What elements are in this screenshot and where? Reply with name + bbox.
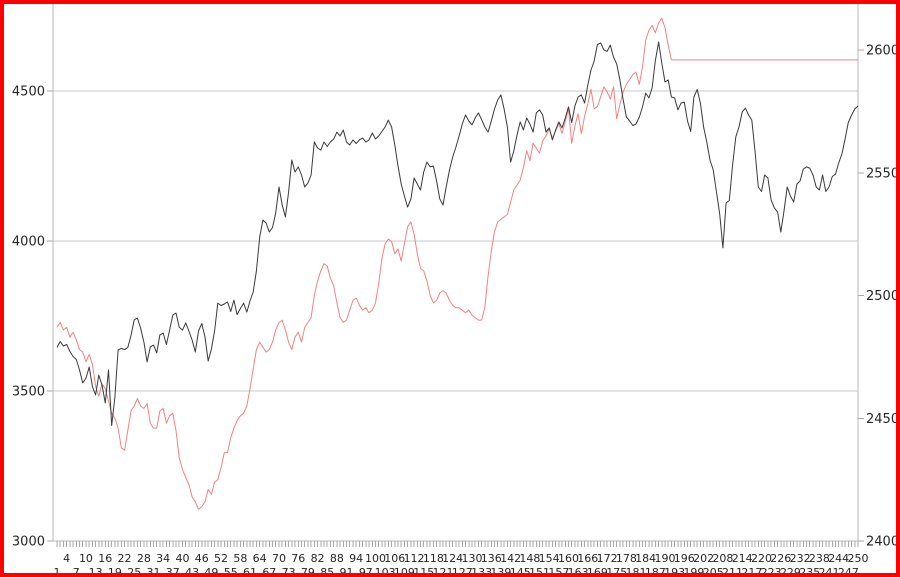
x-label-row1: 244 xyxy=(828,552,849,565)
x-label-row2: 115 xyxy=(413,566,434,573)
x-label-row1: 208 xyxy=(712,552,733,565)
x-label-row1: 106 xyxy=(384,552,405,565)
x-label-row2: 103 xyxy=(375,566,396,573)
x-label-row1: 40 xyxy=(175,552,189,565)
x-label-row2: 67 xyxy=(262,566,276,573)
x-label-row2: 43 xyxy=(185,566,199,573)
right-axis-label: 2400 xyxy=(866,535,896,550)
x-label-row2: 241 xyxy=(819,566,840,573)
x-label-row2: 19 xyxy=(108,566,122,573)
x-label-row2: 169 xyxy=(587,566,608,573)
x-label-row2: 247 xyxy=(838,566,859,573)
x-label-row2: 73 xyxy=(282,566,296,573)
x-label-row1: 250 xyxy=(848,552,869,565)
x-label-row1: 232 xyxy=(790,552,811,565)
x-label-row1: 202 xyxy=(693,552,714,565)
x-label-row1: 46 xyxy=(195,552,209,565)
x-label-row2: 7 xyxy=(73,566,80,573)
x-label-row2: 211 xyxy=(722,566,743,573)
x-label-row1: 148 xyxy=(519,552,540,565)
x-label-row1: 226 xyxy=(770,552,791,565)
x-label-row1: 130 xyxy=(461,552,482,565)
x-label-row1: 178 xyxy=(616,552,637,565)
x-label-row1: 238 xyxy=(809,552,830,565)
x-label-row1: 22 xyxy=(118,552,132,565)
x-label-row1: 94 xyxy=(349,552,363,565)
x-label-row2: 223 xyxy=(761,566,782,573)
x-label-row1: 64 xyxy=(253,552,267,565)
x-label-row2: 121 xyxy=(433,566,454,573)
x-label-row1: 82 xyxy=(311,552,325,565)
x-label-row2: 187 xyxy=(645,566,666,573)
x-label-row1: 220 xyxy=(751,552,772,565)
x-label-row1: 190 xyxy=(654,552,675,565)
x-label-row1: 184 xyxy=(635,552,656,565)
right-axis-label: 2500 xyxy=(866,289,896,304)
x-label-row1: 34 xyxy=(156,552,170,565)
x-label-row2: 163 xyxy=(568,566,589,573)
x-label-row1: 112 xyxy=(404,552,425,565)
x-label-row1: 16 xyxy=(98,552,112,565)
x-label-row1: 70 xyxy=(272,552,286,565)
x-label-row2: 235 xyxy=(799,566,820,573)
x-label-row1: 136 xyxy=(481,552,502,565)
x-label-row2: 217 xyxy=(741,566,762,573)
x-label-row1: 160 xyxy=(558,552,579,565)
x-label-row1: 166 xyxy=(577,552,598,565)
x-label-row1: 28 xyxy=(137,552,151,565)
x-label-row2: 139 xyxy=(490,566,511,573)
x-label-row2: 55 xyxy=(224,566,238,573)
x-label-row2: 133 xyxy=(471,566,492,573)
right-axis-label: 2600 xyxy=(866,44,896,59)
x-label-row2: 181 xyxy=(626,566,647,573)
x-label-row2: 205 xyxy=(703,566,724,573)
x-label-row1: 172 xyxy=(597,552,618,565)
x-label-row2: 31 xyxy=(147,566,161,573)
x-label-row2: 157 xyxy=(548,566,569,573)
x-label-row2: 109 xyxy=(394,566,415,573)
x-label-row2: 193 xyxy=(664,566,685,573)
x-label-row2: 97 xyxy=(359,566,373,573)
x-label-row2: 229 xyxy=(780,566,801,573)
left-axis-label: 3000 xyxy=(12,535,45,550)
left-axis-label: 4500 xyxy=(12,85,45,100)
x-label-row2: 127 xyxy=(452,566,473,573)
x-label-row2: 61 xyxy=(243,566,257,573)
x-label-row2: 175 xyxy=(606,566,627,573)
x-label-row2: 79 xyxy=(301,566,315,573)
left-axis-label: 4000 xyxy=(12,235,45,250)
x-label-row1: 124 xyxy=(442,552,463,565)
x-label-row1: 58 xyxy=(233,552,247,565)
x-label-row2: 151 xyxy=(529,566,550,573)
x-label-row2: 199 xyxy=(683,566,704,573)
x-label-row1: 196 xyxy=(674,552,695,565)
x-label-row2: 37 xyxy=(166,566,180,573)
x-label-row2: 145 xyxy=(510,566,531,573)
right-axis-label: 2550 xyxy=(866,166,896,181)
x-label-row1: 154 xyxy=(539,552,560,565)
left-axis-label: 3500 xyxy=(12,385,45,400)
right-axis-label: 2450 xyxy=(866,412,896,427)
x-label-row1: 88 xyxy=(330,552,344,565)
red-series-line xyxy=(56,17,672,510)
x-label-row1: 214 xyxy=(732,552,753,565)
x-label-row1: 10 xyxy=(79,552,93,565)
x-label-row2: 49 xyxy=(204,566,218,573)
x-label-row2: 25 xyxy=(127,566,141,573)
x-label-row1: 52 xyxy=(214,552,228,565)
x-label-row2: 1 xyxy=(54,566,61,573)
x-label-row1: 118 xyxy=(423,552,444,565)
black-series-line xyxy=(56,41,859,426)
x-label-row2: 91 xyxy=(340,566,354,573)
x-label-row1: 4 xyxy=(63,552,70,565)
x-label-row2: 85 xyxy=(320,566,334,573)
x-label-row1: 100 xyxy=(365,552,386,565)
x-label-row1: 76 xyxy=(291,552,305,565)
x-label-row2: 13 xyxy=(89,566,103,573)
x-label-row1: 142 xyxy=(500,552,521,565)
